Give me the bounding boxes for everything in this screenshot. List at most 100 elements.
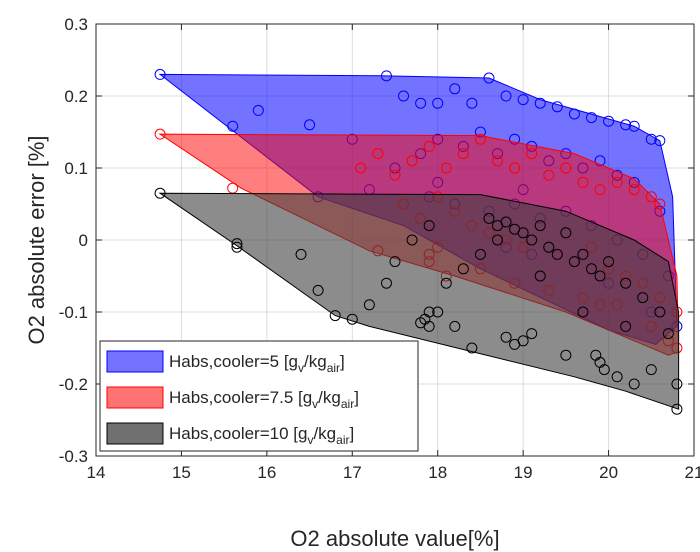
series-1-point: [154, 128, 166, 140]
series-0-point: [380, 70, 392, 82]
series-0-point: [654, 135, 666, 147]
series-1-point: [526, 148, 538, 160]
series-0-point: [432, 97, 444, 109]
y-tick-label: 0.3: [64, 15, 88, 34]
series-1-point: [406, 155, 418, 167]
x-tick-label: 17: [343, 463, 362, 482]
series-2-point: [590, 349, 602, 361]
y-tick-label: 0.2: [64, 87, 88, 106]
series-2-point: [620, 320, 632, 332]
legend-swatch-5: [106, 350, 164, 373]
series-2-point: [492, 234, 504, 246]
series-0-point: [568, 108, 580, 120]
series-0-point: [585, 112, 597, 124]
x-tick-label: 15: [172, 463, 191, 482]
x-tick-label: 19: [514, 463, 533, 482]
x-tick-label: 16: [257, 463, 276, 482]
series-0-point: [483, 72, 495, 84]
series-2-point: [231, 238, 243, 250]
series-0-point: [415, 97, 427, 109]
series-2-point: [449, 320, 461, 332]
series-1-point: [611, 176, 623, 188]
series-0-point: [398, 90, 410, 102]
series-1-point: [389, 169, 401, 181]
series-2-point: [645, 364, 657, 376]
series-1-point: [355, 162, 367, 174]
series-0-point: [534, 97, 546, 109]
series-1-point: [645, 191, 657, 203]
series-1-point: [372, 148, 384, 160]
series-1-point: [440, 162, 452, 174]
series-1-point: [628, 184, 640, 196]
series-2-point: [406, 234, 418, 246]
series-2-point: [483, 212, 495, 224]
series-1-point: [474, 133, 486, 145]
series-2-point: [423, 306, 435, 318]
series-0-point: [154, 68, 166, 80]
series-2-point: [671, 378, 683, 390]
x-tick-label: 20: [599, 463, 618, 482]
series-2-point: [585, 263, 597, 275]
x-tick-label: 14: [87, 463, 106, 482]
x-axis-label: O2 absolute value[%]: [290, 526, 499, 551]
series-2-point: [517, 227, 529, 239]
series-0-point: [466, 97, 478, 109]
series-1-point: [577, 176, 589, 188]
series-2-point: [543, 241, 555, 253]
y-tick-label: 0.1: [64, 159, 88, 178]
series-2-point: [654, 306, 666, 318]
series-2-point: [466, 342, 478, 354]
series-2-point: [568, 256, 580, 268]
series-1-point: [492, 155, 504, 167]
series-0-point: [252, 104, 264, 116]
x-tick-label: 18: [428, 463, 447, 482]
series-2-point: [534, 270, 546, 282]
series-1-point: [560, 162, 572, 174]
series-2-point: [440, 277, 452, 289]
series-layer: [154, 68, 683, 415]
series-2-point: [662, 328, 674, 340]
legend-label-10: Habs,cooler=10 [gv/kgair]: [169, 424, 354, 447]
series-1-point: [543, 169, 555, 181]
series-2-point: [500, 331, 512, 343]
legend-swatch-7-5: [106, 386, 164, 409]
legend-swatch-10: [106, 422, 164, 445]
series-2-point: [415, 317, 427, 329]
series-2-point: [534, 220, 546, 232]
series-2-point: [603, 256, 615, 268]
series-2-point: [295, 248, 307, 260]
series-2-point: [432, 306, 444, 318]
series-2-point: [500, 216, 512, 228]
y-tick-label: -0.1: [59, 303, 88, 322]
series-0-point: [227, 120, 239, 132]
series-2-point: [611, 371, 623, 383]
series-2-point: [457, 263, 469, 275]
series-2-point: [598, 364, 610, 376]
series-0-point: [603, 115, 615, 127]
x-tick-label: 21: [685, 463, 700, 482]
series-2-point: [526, 328, 538, 340]
ticks: 14 15 16 17 18 19 20 21 -0.3 -0.2 -0.1 0 0.1 0.2 0.3: [59, 15, 700, 482]
y-axis-label: O2 absolute error [%]: [24, 135, 49, 344]
series-0-point: [620, 119, 632, 131]
series-2-point: [346, 313, 358, 325]
series-1-point: [594, 184, 606, 196]
series-2-point: [363, 299, 375, 311]
series-0-point: [517, 94, 529, 106]
series-2-point: [154, 187, 166, 199]
series-2: [154, 187, 683, 415]
y-tick-label: 0: [79, 231, 88, 250]
series-0-point: [551, 101, 563, 113]
series-2-point: [380, 277, 392, 289]
series-2-point: [474, 248, 486, 260]
series-2-point: [329, 310, 341, 322]
series-2-point: [577, 248, 589, 260]
series-2-point: [551, 248, 563, 260]
series-2-point: [560, 349, 572, 361]
y-tick-label: -0.3: [59, 447, 88, 466]
series-2-region: [158, 192, 680, 410]
series-0-point: [304, 119, 316, 131]
series-2-point: [560, 227, 572, 239]
legend-label-5: Habs,cooler=5 [gv/kgair]: [169, 352, 345, 375]
series-0-point: [628, 120, 640, 132]
